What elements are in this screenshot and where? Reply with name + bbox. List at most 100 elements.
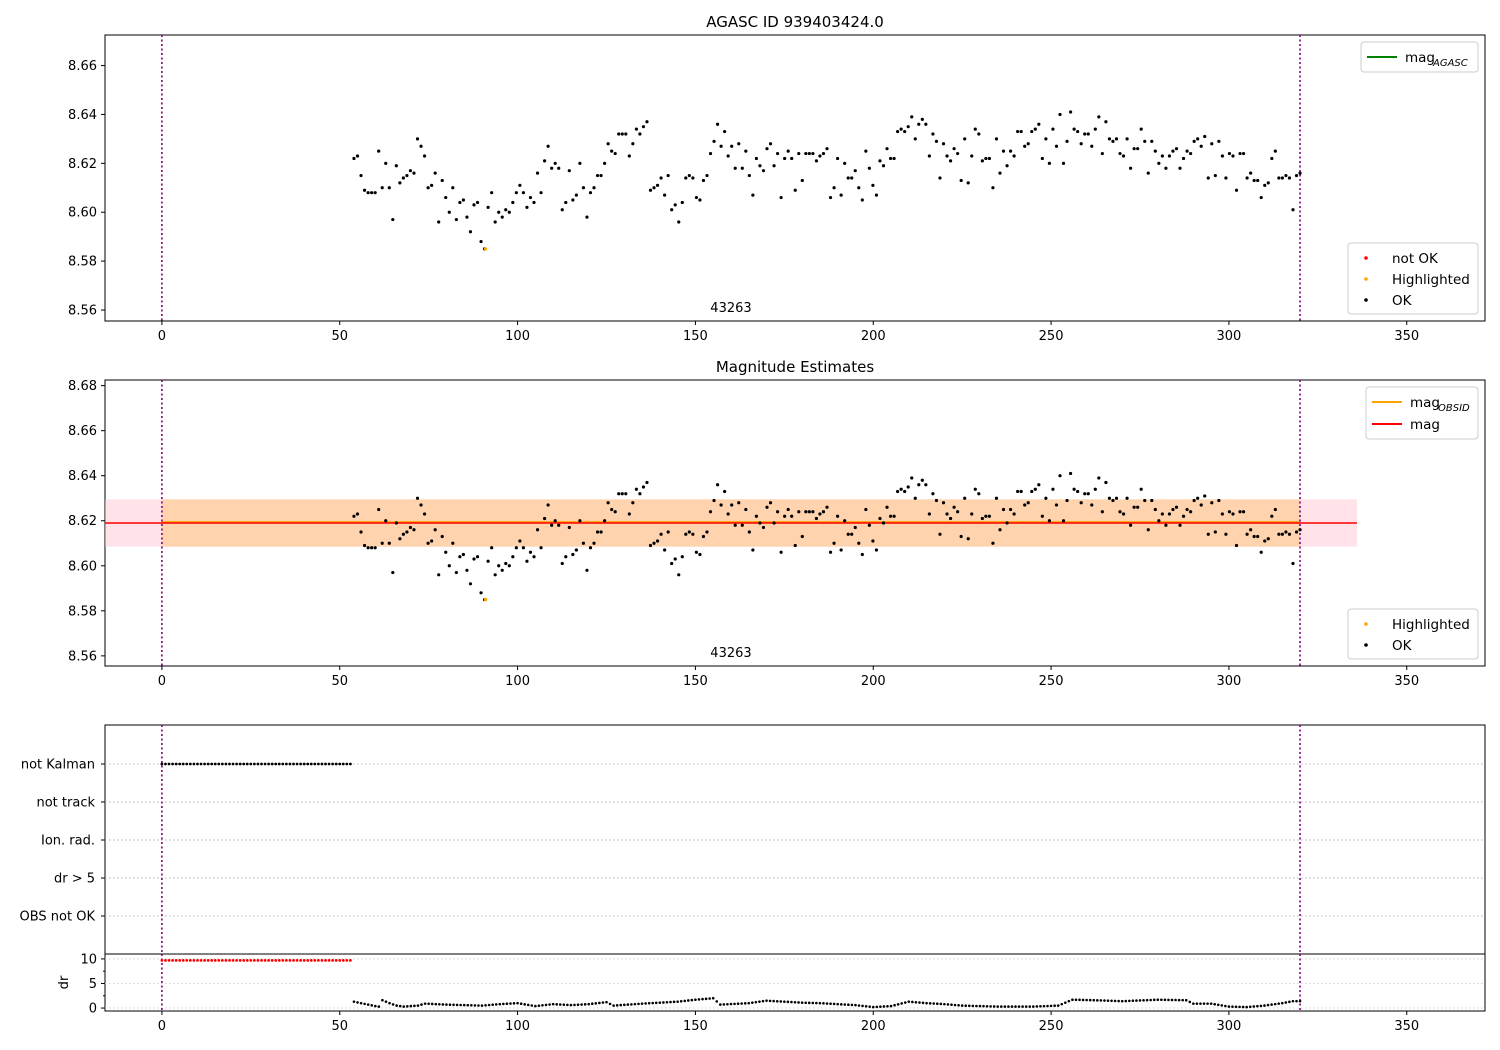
- dr-point-ok: [1113, 999, 1117, 1003]
- data-point-ok: [451, 186, 455, 190]
- y-tick-label: 8.62: [68, 514, 97, 529]
- data-point-ok: [687, 173, 691, 178]
- data-point-ok: [931, 132, 935, 136]
- x-tick-label: 150: [683, 1019, 708, 1034]
- data-point-ok: [694, 195, 698, 200]
- dr-point-flagged: [334, 958, 338, 962]
- dr-point-ok: [999, 1005, 1003, 1008]
- data-point-ok: [567, 525, 571, 530]
- dr-point-ok: [754, 1000, 758, 1004]
- data-point-ok: [1203, 494, 1207, 498]
- dr-point-flagged: [238, 958, 242, 962]
- x-tick-label: 100: [505, 329, 530, 344]
- data-point-ok: [740, 523, 744, 527]
- dr-point-ok: [861, 1004, 864, 1008]
- dr-point-ok: [1092, 998, 1096, 1002]
- data-point-ok: [1280, 532, 1285, 536]
- dr-point-ok: [729, 1002, 733, 1006]
- data-point-ok: [850, 532, 854, 536]
- data-point-ok: [440, 534, 444, 539]
- dr-point-ok: [455, 1003, 459, 1007]
- data-point-ok: [821, 151, 826, 156]
- data-point-ok: [913, 496, 917, 500]
- dr-point-ok: [811, 1001, 815, 1005]
- data-point-ok: [603, 519, 607, 523]
- data-point-ok: [821, 510, 826, 514]
- dr-point-flagged: [299, 958, 303, 962]
- dr-point-ok: [1167, 998, 1170, 1002]
- x-tick-label: 350: [1394, 1019, 1419, 1034]
- data-point-ok: [1227, 510, 1232, 514]
- data-point-ok: [1068, 110, 1073, 114]
- flag-point: [188, 762, 192, 766]
- dr-point-ok: [886, 1004, 889, 1008]
- flag-point: [341, 762, 345, 766]
- dr-point-flagged: [224, 958, 228, 962]
- data-point-ok: [885, 505, 889, 509]
- data-point-ok: [1224, 176, 1228, 180]
- data-point-ok: [1114, 137, 1119, 141]
- data-point-ok: [359, 173, 363, 178]
- dr-point-ok: [1106, 999, 1110, 1002]
- data-point-ok: [1047, 519, 1052, 523]
- dr-point-ok: [825, 1002, 829, 1005]
- dr-point-ok: [487, 1003, 491, 1007]
- data-point-ok: [1153, 507, 1157, 512]
- flag-point: [160, 762, 164, 766]
- y-tick-label: 8.56: [68, 649, 97, 664]
- dr-point-ok: [925, 1001, 928, 1005]
- data-point-ok: [1026, 501, 1030, 505]
- dr-point-ok: [1039, 1004, 1042, 1008]
- data-point-ok: [394, 521, 398, 525]
- flag-point: [345, 762, 349, 766]
- data-point-ok: [828, 195, 833, 200]
- data-point-ok: [1054, 144, 1059, 148]
- data-point-ok: [419, 503, 423, 507]
- data-point-ok: [405, 530, 409, 534]
- data-point-ok: [966, 181, 970, 185]
- category-label: dr > 5: [54, 872, 95, 887]
- data-point-ok: [719, 144, 723, 148]
- data-point-ok: [1263, 539, 1267, 543]
- data-point-ok: [1206, 176, 1210, 180]
- dr-point-ok: [836, 1002, 839, 1006]
- dr-point-ok: [452, 1003, 455, 1007]
- data-point-ok: [627, 154, 631, 158]
- data-point-ok: [917, 122, 921, 126]
- legend-marker-swatch: [1364, 256, 1368, 260]
- data-point-ok: [511, 555, 515, 559]
- data-point-ok: [497, 210, 501, 214]
- data-point-ok: [461, 552, 466, 557]
- data-point-ok: [1125, 137, 1129, 141]
- flag-point: [210, 762, 214, 766]
- x-tick-label: 250: [1039, 674, 1064, 689]
- data-point-ok: [444, 550, 448, 554]
- data-point-ok: [945, 512, 949, 516]
- dr-point-ok: [843, 1003, 847, 1006]
- dr-point-ok: [839, 1003, 843, 1006]
- data-point-ok: [850, 176, 854, 180]
- data-point-ok: [377, 149, 381, 153]
- data-point-ok: [401, 176, 405, 180]
- dr-point-ok: [911, 1000, 914, 1004]
- y-tick-label: 8.66: [68, 59, 97, 74]
- data-point-ok: [768, 142, 773, 146]
- dr-point-ok: [665, 1000, 669, 1004]
- data-point-ok: [472, 203, 476, 207]
- x-tick-label: 300: [1217, 329, 1242, 344]
- data-point-ok: [422, 512, 427, 516]
- dr-point-ok: [505, 1002, 509, 1006]
- dr-point-ok: [651, 1001, 655, 1005]
- data-point-ok: [980, 159, 984, 163]
- data-point-ok: [528, 195, 533, 200]
- data-point-ok: [775, 510, 780, 514]
- y-tick-label: 8.60: [68, 206, 97, 221]
- data-point-ok: [567, 169, 571, 173]
- dr-point-ok: [1014, 1005, 1017, 1008]
- data-point-ok: [490, 546, 494, 550]
- data-point-ok: [1086, 492, 1090, 496]
- marker-legend: [1347, 242, 1479, 315]
- data-point-ok: [631, 501, 635, 505]
- data-point-ok: [585, 568, 589, 572]
- dr-point-ok: [1017, 1005, 1021, 1008]
